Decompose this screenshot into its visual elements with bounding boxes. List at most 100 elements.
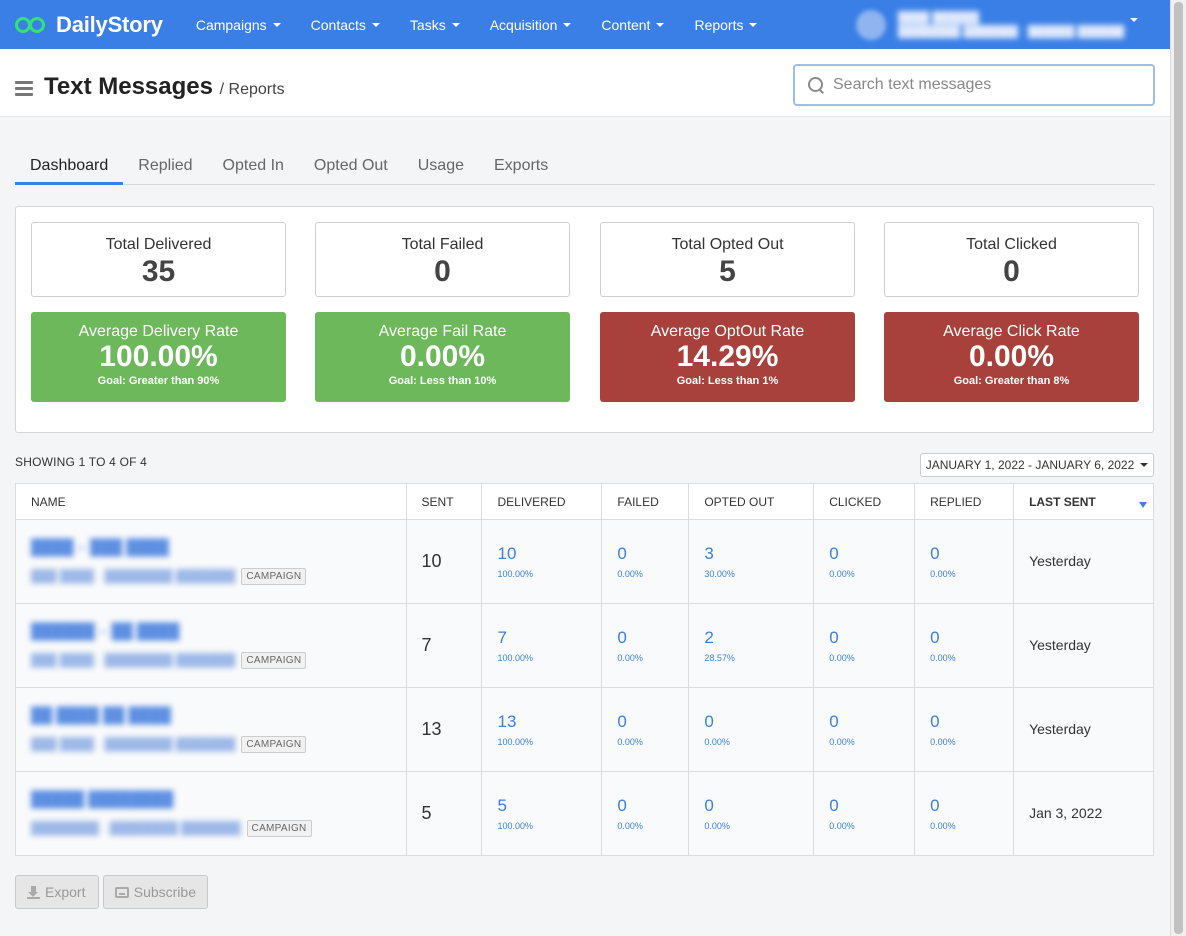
message-name-redacted[interactable]: ██████ – ██ ████ [31, 622, 180, 640]
campaign-badge[interactable]: CAMPAIGN [246, 819, 312, 837]
rate-value: 100.00% [99, 340, 218, 373]
failed-pct: 0.00% [617, 653, 643, 663]
rate-label: Average Fail Rate [378, 323, 507, 340]
nav-tasks[interactable]: Tasks [395, 0, 475, 49]
vertical-scrollbar[interactable] [1170, 0, 1186, 936]
nav-content[interactable]: Content [586, 0, 679, 49]
failed-link[interactable]: 0 [617, 544, 627, 563]
user-menu[interactable]: ████ ██████ ████████ ███████ · ██████ ███… [856, 8, 1146, 42]
clicked-pct: 0.00% [829, 569, 855, 579]
message-name-redacted[interactable]: ██ ████ ██ ████ [31, 706, 172, 724]
delivered-pct: 100.00% [497, 653, 534, 663]
message-sub-redacted: ███ ████ · ████████ ███████ [31, 737, 236, 751]
table-row: ████ – ███ ████ ███ ████ · ████████ ████… [15, 519, 1154, 604]
opted-out-link[interactable]: 3 [704, 544, 714, 563]
delivered-link[interactable]: 7 [497, 628, 507, 647]
col-clicked[interactable]: CLICKED [813, 483, 916, 520]
col-delivered[interactable]: DELIVERED [481, 483, 603, 520]
tab-opted-in[interactable]: Opted In [222, 157, 284, 174]
rate-goal: Goal: Less than 1% [676, 375, 779, 387]
tab-usage[interactable]: Usage [417, 157, 464, 174]
tab-replied[interactable]: Replied [138, 157, 193, 174]
delivered-link[interactable]: 5 [497, 796, 507, 815]
clicked-pct: 0.00% [829, 653, 855, 663]
replied-link[interactable]: 0 [930, 628, 940, 647]
table-row: ██ ████ ██ ████ ███ ████ · ████████ ████… [15, 687, 1154, 772]
nav-reports[interactable]: Reports [679, 0, 772, 49]
breadcrumb[interactable]: / Reports [219, 81, 285, 98]
failed-link[interactable]: 0 [617, 712, 627, 731]
brand-logo[interactable]: DailyStory [14, 12, 163, 38]
replied-link[interactable]: 0 [930, 796, 940, 815]
col-failed[interactable]: FAILED [601, 483, 690, 520]
failed-link[interactable]: 0 [617, 796, 627, 815]
replied-link[interactable]: 0 [930, 544, 940, 563]
failed-pct: 0.00% [617, 737, 643, 747]
subscribe-button[interactable]: Subscribe [103, 875, 208, 909]
nav-acquisition[interactable]: Acquisition [475, 0, 587, 49]
export-label: Export [45, 884, 86, 900]
date-range-picker[interactable]: JANUARY 1, 2022 - JANUARY 6, 2022 [920, 453, 1154, 477]
caret-down-icon [1140, 463, 1149, 467]
clicked-pct: 0.00% [829, 737, 855, 747]
tab-exports[interactable]: Exports [494, 157, 549, 174]
caret-down-icon [1130, 18, 1138, 22]
delivered-link[interactable]: 13 [497, 712, 517, 731]
clicked-link[interactable]: 0 [829, 628, 839, 647]
opted-out-pct: 28.57% [704, 653, 735, 663]
caret-down-icon [272, 22, 281, 27]
message-name-redacted[interactable]: ████ – ███ ████ [31, 538, 169, 556]
col-name[interactable]: NAME [15, 483, 407, 520]
opted-out-link[interactable]: 0 [704, 712, 714, 731]
nav-campaigns[interactable]: Campaigns [181, 0, 296, 49]
rate-label: Average OptOut Rate [650, 323, 805, 340]
delivered-link[interactable]: 10 [497, 544, 517, 563]
infinity-logo-icon [14, 15, 52, 35]
replied-link[interactable]: 0 [930, 712, 940, 731]
failed-link[interactable]: 0 [617, 628, 627, 647]
opted-out-pct: 0.00% [704, 737, 730, 747]
scrollbar-thumb[interactable] [1174, 2, 1183, 934]
rate-value: 0.00% [399, 340, 486, 373]
name-cell: ████ – ███ ████ ███ ████ · ████████ ████… [15, 519, 407, 604]
nav-campaigns-label: Campaigns [195, 16, 267, 33]
search-input[interactable] [833, 76, 1153, 94]
stat-value: 0 [1003, 255, 1020, 288]
caret-down-icon [749, 22, 758, 27]
export-button[interactable]: Export [15, 875, 99, 909]
tab-opted-out[interactable]: Opted Out [313, 157, 388, 174]
clicked-link[interactable]: 0 [829, 544, 839, 563]
subscribe-label: Subscribe [133, 884, 196, 900]
rate-avg-delivery: Average Delivery Rate 100.00% Goal: Grea… [31, 312, 286, 402]
rate-goal: Goal: Greater than 8% [953, 375, 1070, 387]
campaign-badge[interactable]: CAMPAIGN [241, 735, 307, 753]
user-info-redacted: ████ ██████ ████████ ███████ · ██████ ███… [898, 12, 1125, 38]
last-sent-value: Yesterday [1029, 552, 1091, 569]
col-last-sent[interactable]: LAST SENT [1013, 483, 1154, 520]
rate-avg-fail: Average Fail Rate 0.00% Goal: Less than … [315, 312, 570, 402]
hamburger-menu-icon[interactable] [15, 81, 33, 99]
message-name-redacted[interactable]: █████ ████████ [31, 790, 174, 808]
nav-contacts[interactable]: Contacts [296, 0, 395, 49]
col-sent[interactable]: SENT [405, 483, 483, 520]
tab-dashboard[interactable]: Dashboard [15, 150, 124, 185]
download-icon [27, 885, 40, 899]
failed-pct: 0.00% [617, 569, 643, 579]
name-cell: ██ ████ ██ ████ ███ ████ · ████████ ████… [15, 687, 407, 772]
failed-pct: 0.00% [617, 821, 643, 831]
caret-down-icon [371, 22, 380, 27]
col-replied[interactable]: REPLIED [914, 483, 1015, 520]
clicked-link[interactable]: 0 [829, 796, 839, 815]
clicked-link[interactable]: 0 [829, 712, 839, 731]
col-opted-out[interactable]: OPTED OUT [688, 483, 815, 520]
search-box[interactable] [793, 64, 1155, 106]
campaign-badge[interactable]: CAMPAIGN [241, 651, 307, 669]
campaign-badge[interactable]: CAMPAIGN [241, 567, 307, 585]
rate-goal: Goal: Less than 10% [388, 375, 497, 387]
opted-out-link[interactable]: 0 [704, 796, 714, 815]
date-range-label: JANUARY 1, 2022 - JANUARY 6, 2022 [925, 458, 1135, 472]
last-sent-value: Jan 3, 2022 [1029, 804, 1103, 821]
table-header-row: NAME SENT DELIVERED FAILED OPTED OUT CLI… [15, 483, 1154, 520]
stat-label: Total Failed [401, 236, 484, 253]
opted-out-link[interactable]: 2 [704, 628, 714, 647]
